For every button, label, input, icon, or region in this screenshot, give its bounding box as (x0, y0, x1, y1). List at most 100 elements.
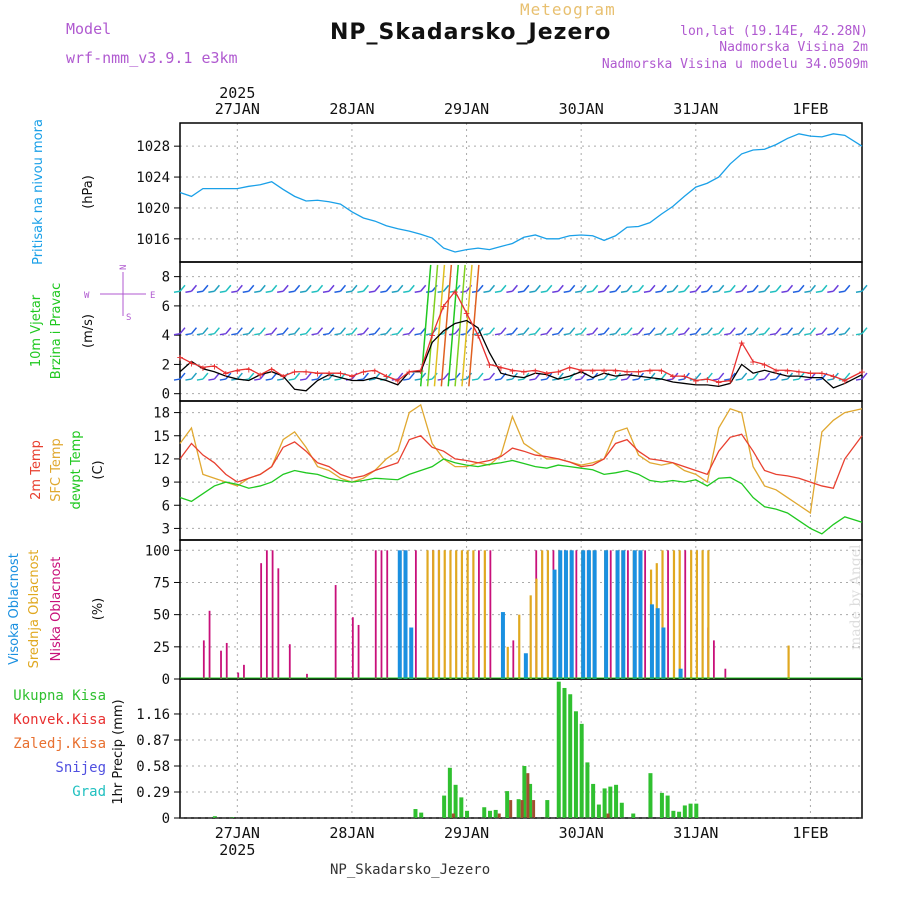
wind-barb (357, 290, 364, 294)
wind-barb (552, 290, 559, 294)
wind-barb (311, 290, 318, 294)
cloud-bar-visoka (678, 668, 683, 679)
wind-barb (403, 378, 410, 381)
wind-barb (534, 284, 541, 292)
cloud-bar-niska (374, 550, 377, 679)
cloud-bar-srednja (661, 550, 664, 679)
wind-gust-marker: + (429, 329, 436, 342)
wind-barb (483, 290, 490, 294)
wind-barb (254, 290, 261, 294)
wind-barb (735, 378, 742, 381)
wind-gust-marker: + (177, 351, 184, 364)
y-tick-label: 1016 (136, 232, 170, 248)
precip-bar-total (585, 762, 590, 818)
cloud-bar-niska (243, 664, 245, 679)
precip-bar-total (648, 773, 653, 818)
wind-barb (483, 378, 490, 381)
y-tick-label: 6 (162, 299, 170, 315)
wind-gust-marker: + (601, 364, 608, 377)
wind-barb (265, 378, 272, 381)
cloud-bar-visoka (615, 550, 620, 679)
wind-barb (316, 284, 324, 292)
wind-gust-line (179, 290, 863, 383)
y-tick-label: 0 (162, 672, 170, 688)
y-tick-label: 9 (162, 475, 170, 491)
date-label-top: 29JAN (444, 100, 489, 118)
wind-gust-marker: + (859, 366, 866, 379)
wind-barb (746, 290, 754, 294)
wind-barb (477, 327, 484, 335)
cloud-bar-srednja (695, 550, 698, 679)
wind-barb (414, 290, 421, 294)
wind-gust-marker: + (578, 364, 585, 377)
wind-barb (523, 284, 530, 292)
wind-barb (213, 327, 220, 335)
wind-barb (437, 378, 444, 381)
precip-bar-total (608, 786, 613, 818)
wind-barb (735, 290, 742, 294)
wind-gust-marker: + (200, 361, 207, 374)
wind-barb (380, 290, 387, 294)
wind-barb (815, 332, 823, 336)
cloud-bar-srednja (678, 550, 681, 679)
wind-gust-marker: + (521, 366, 528, 379)
wind-barb (821, 327, 828, 335)
wind-gust-marker: + (635, 366, 642, 379)
precip-bar-total (631, 813, 636, 818)
wind-barb (614, 327, 622, 335)
wind-barb (517, 378, 524, 381)
cloud-bar-niska (478, 550, 480, 679)
y-tick-label: 100 (145, 543, 170, 559)
wind-gust-marker: + (647, 364, 654, 377)
cloud-bar-visoka (604, 550, 609, 679)
wind-barb (299, 332, 307, 336)
wind-barb (397, 327, 404, 335)
wind-barb (718, 372, 725, 380)
wind-gust-marker: + (475, 329, 482, 342)
wind-gust-marker: + (268, 363, 275, 376)
wind-barb (626, 372, 633, 380)
panel-frame (179, 400, 863, 541)
cloud-label-high: Visoka Oblacnost (7, 553, 22, 665)
wind-barb (219, 332, 226, 336)
precip-bar-total (442, 795, 447, 818)
year-label-top: 2025 (219, 84, 255, 102)
wind-barb (190, 284, 198, 292)
wind-barb (443, 284, 450, 292)
wind-barb (746, 332, 754, 336)
wind-barb (861, 284, 868, 292)
cloud-bar-niska (208, 610, 211, 679)
precip-bar-total (665, 795, 670, 818)
wind-barb (552, 332, 559, 336)
wind-barb (334, 378, 341, 381)
precip-bar-total (465, 810, 470, 818)
wind-barb (844, 372, 851, 380)
wind-barb (660, 372, 667, 380)
precip-bar-total (419, 812, 424, 818)
wind-barb (620, 378, 628, 381)
wind-barb (202, 372, 209, 380)
wind-barb (597, 290, 605, 294)
wind-barb (414, 378, 421, 381)
precip-bar-total (556, 681, 561, 818)
wind-barb (397, 372, 404, 380)
wind-barb (609, 378, 616, 381)
wind-barb (225, 327, 232, 335)
y-tick-label: 0 (162, 811, 170, 827)
wind-barb (626, 284, 633, 292)
wind-barb (546, 327, 553, 335)
cloud-bar-niska (288, 644, 291, 679)
wind-barb (271, 284, 278, 292)
wind-barb (254, 378, 261, 381)
wind-barb (316, 372, 324, 380)
precip-bar-conv (532, 800, 536, 818)
wind-barb (529, 332, 536, 336)
wind-barb-strong (454, 264, 466, 387)
wind-barb (242, 332, 249, 336)
cloud-bar-niska (386, 550, 389, 679)
wind-gust-marker: + (486, 358, 493, 371)
wind-barb (483, 332, 490, 336)
wind-barb (586, 290, 593, 294)
precip-bar-total (659, 792, 664, 818)
wind-gust-marker: + (234, 364, 241, 377)
